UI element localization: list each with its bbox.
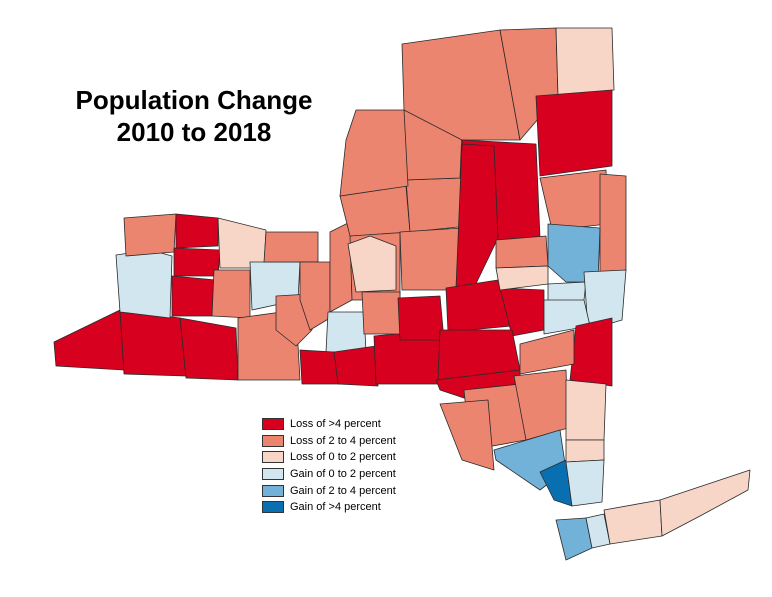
legend-swatch (262, 501, 284, 514)
county-region (565, 379, 607, 441)
county-region (325, 311, 367, 353)
legend-label: Gain of 0 to 2 percent (290, 468, 396, 481)
county-region (339, 109, 409, 197)
county-region (439, 399, 495, 471)
county-region (401, 29, 521, 141)
county-region (499, 287, 545, 337)
legend-item: Loss of >4 percent (262, 416, 396, 433)
county-region (397, 295, 445, 341)
map-legend: Loss of >4 percent Loss of 2 to 4 percent… (262, 416, 396, 516)
county-region (361, 291, 401, 335)
legend-item: Loss of 0 to 2 percent (262, 449, 396, 466)
legend-label: Loss of >4 percent (290, 418, 381, 431)
county-region (495, 235, 549, 269)
county-region (329, 221, 353, 313)
legend-item: Loss of 2 to 4 percent (262, 433, 396, 450)
county-region (119, 309, 187, 377)
county-region (599, 173, 627, 277)
legend-item: Gain of 0 to 2 percent (262, 466, 396, 483)
legend-item: Gain of 2 to 4 percent (262, 482, 396, 499)
legend-swatch (262, 434, 284, 447)
county-region (299, 261, 331, 331)
legend-label: Gain of >4 percent (290, 501, 381, 514)
county-region (569, 317, 613, 387)
county-region (659, 469, 751, 537)
county-region (211, 269, 251, 319)
county-region (519, 329, 575, 375)
county-region (455, 143, 499, 293)
county-region (171, 275, 217, 317)
county-region (565, 459, 605, 507)
map-title: Population Change 2010 to 2018 (44, 84, 344, 148)
county-region (175, 213, 219, 249)
legend-swatch (262, 451, 284, 464)
title-line-2: 2010 to 2018 (116, 117, 272, 147)
county-region (263, 231, 319, 263)
county-region (399, 227, 463, 291)
county-region (217, 217, 267, 269)
county-region (53, 309, 125, 371)
title-line-1: Population Change (75, 85, 313, 115)
legend-item: Gain of >4 percent (262, 499, 396, 516)
county-region (603, 499, 663, 545)
county-region (123, 213, 177, 257)
county-region (565, 439, 605, 463)
county-layer (53, 27, 751, 561)
legend-label: Loss of 2 to 4 percent (290, 434, 396, 447)
legend-label: Gain of 2 to 4 percent (290, 484, 396, 497)
legend-swatch (262, 468, 284, 481)
county-region (179, 317, 239, 381)
county-region (539, 169, 609, 231)
legend-label: Loss of 0 to 2 percent (290, 451, 396, 464)
county-region (347, 235, 397, 293)
county-region (173, 247, 221, 277)
county-region (495, 265, 549, 291)
legend-swatch (262, 484, 284, 497)
legend-swatch (262, 418, 284, 431)
county-region (115, 249, 173, 319)
county-region (555, 517, 593, 561)
county-region (535, 89, 613, 177)
county-region (333, 345, 379, 387)
county-region (555, 27, 615, 97)
